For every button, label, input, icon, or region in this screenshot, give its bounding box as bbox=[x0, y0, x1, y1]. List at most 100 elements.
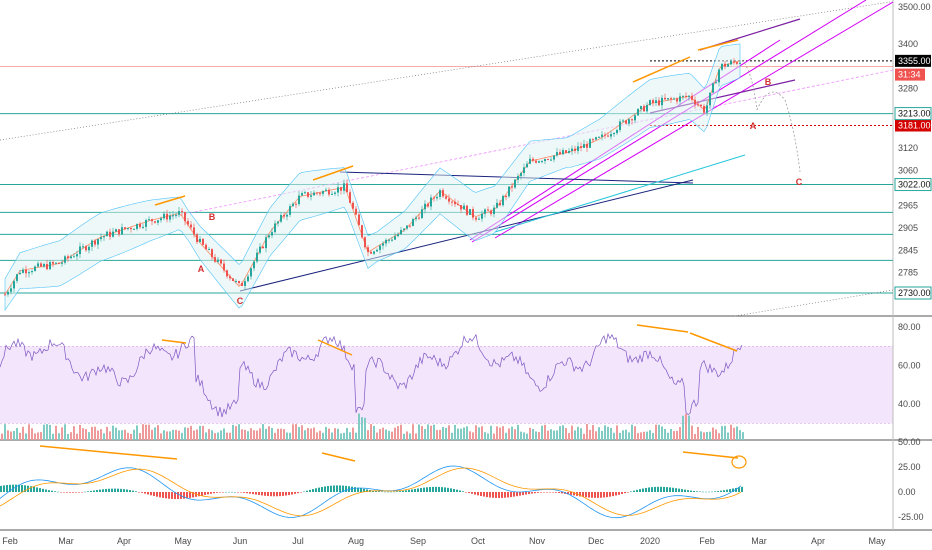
macd-histogram-bar bbox=[84, 491, 86, 493]
volume-bar bbox=[205, 432, 207, 440]
volume-bar bbox=[736, 426, 738, 440]
candle-body bbox=[253, 261, 255, 269]
volume-bar bbox=[505, 432, 507, 440]
volume-bar bbox=[4, 424, 6, 440]
macd-axis-label: 50.00 bbox=[898, 437, 921, 447]
candle-body bbox=[334, 192, 336, 194]
volume-bar bbox=[16, 427, 18, 440]
candle-body bbox=[58, 262, 60, 264]
macd-histogram-bar bbox=[333, 485, 335, 492]
macd-histogram-bar bbox=[306, 490, 308, 492]
volume-bar bbox=[127, 432, 129, 440]
rsi-divergence-line bbox=[317, 339, 353, 356]
macd-histogram-bar bbox=[438, 486, 440, 492]
volume-bar bbox=[274, 432, 276, 440]
macd-histogram-bar bbox=[189, 492, 191, 498]
candle-body bbox=[460, 205, 462, 210]
candle-body bbox=[658, 100, 660, 106]
macd-histogram-bar bbox=[579, 492, 581, 497]
volume-bar bbox=[265, 428, 267, 440]
volume-bar bbox=[496, 426, 498, 440]
candle-body bbox=[463, 205, 465, 210]
candle-body bbox=[190, 224, 192, 228]
macd-histogram-bar bbox=[549, 492, 551, 493]
candle-body bbox=[580, 146, 582, 148]
candle-body bbox=[121, 227, 123, 235]
macd-histogram-bar bbox=[456, 489, 458, 492]
macd-histogram-bar bbox=[588, 492, 590, 498]
volume-bar bbox=[154, 427, 156, 440]
macd-histogram-bar bbox=[462, 491, 464, 492]
volume-bar bbox=[562, 425, 564, 440]
candle-body bbox=[376, 249, 378, 252]
macd-histogram-bar bbox=[648, 487, 650, 492]
volume-bar bbox=[544, 424, 546, 440]
volume-bar bbox=[634, 426, 636, 440]
price-tag-box bbox=[895, 119, 931, 132]
volume-bar bbox=[334, 428, 336, 440]
macd-histogram-bar bbox=[204, 492, 206, 495]
candle-body bbox=[22, 269, 24, 273]
volume-bar bbox=[595, 431, 597, 440]
macd-histogram-bar bbox=[330, 485, 332, 492]
candle-body bbox=[34, 266, 36, 272]
macd-histogram-bar bbox=[96, 490, 98, 492]
volume-bar bbox=[601, 430, 603, 440]
volume-bar bbox=[508, 428, 510, 440]
macd-histogram-bar bbox=[228, 491, 230, 493]
volume-bar bbox=[325, 426, 327, 440]
candle-body bbox=[295, 203, 297, 205]
candle-body bbox=[541, 161, 543, 163]
volume-bar bbox=[76, 433, 78, 440]
price-tag-label: 3022.00 bbox=[898, 180, 931, 190]
volume-bar bbox=[637, 433, 639, 440]
volume-bar bbox=[718, 433, 720, 440]
macd-histogram-bar bbox=[387, 491, 389, 493]
price-tag-box bbox=[894, 286, 932, 300]
volume-bar bbox=[214, 433, 216, 440]
volume-bar bbox=[364, 417, 366, 440]
macd-histogram-bar bbox=[0, 485, 2, 492]
candle-body bbox=[214, 257, 216, 262]
volume-bar bbox=[262, 424, 264, 440]
macd-histogram-bar bbox=[405, 490, 407, 492]
candle-body bbox=[133, 228, 135, 230]
volume-bar bbox=[235, 426, 237, 440]
triangle-lower-line bbox=[239, 179, 694, 292]
volume-bar bbox=[673, 431, 675, 440]
macd-histogram-bar bbox=[261, 492, 263, 496]
volume-bar bbox=[529, 427, 531, 440]
volume-bar bbox=[217, 432, 219, 440]
candle-body bbox=[130, 228, 132, 230]
candle-body bbox=[424, 203, 426, 210]
volume-bar bbox=[676, 430, 678, 440]
macd-histogram-bar bbox=[480, 492, 482, 496]
candle-body bbox=[502, 195, 504, 206]
volume-bar bbox=[244, 429, 246, 440]
macd-histogram-bar bbox=[714, 491, 716, 492]
macd-histogram-bar bbox=[717, 491, 719, 492]
macd-histogram-bar bbox=[279, 492, 281, 497]
macd-histogram-bar bbox=[120, 488, 122, 492]
macd-histogram-bar bbox=[510, 492, 512, 498]
volume-bar bbox=[40, 432, 42, 440]
volume-bar bbox=[400, 424, 402, 440]
candle-body bbox=[310, 195, 312, 197]
candle-body bbox=[532, 158, 534, 161]
candle-body bbox=[37, 263, 39, 267]
volume-bar bbox=[658, 424, 660, 440]
candle-body bbox=[517, 176, 519, 180]
macd-histogram-bar bbox=[108, 488, 110, 492]
price-axis-label: 2785 bbox=[898, 268, 918, 278]
volume-bar bbox=[328, 428, 330, 440]
macd-histogram-bar bbox=[30, 486, 32, 492]
candle-body bbox=[343, 183, 345, 191]
candle-body bbox=[700, 104, 702, 107]
candle-body bbox=[409, 225, 411, 227]
macd-histogram-bar bbox=[477, 492, 479, 496]
volume-bar bbox=[100, 429, 102, 440]
volume-bar bbox=[727, 432, 729, 440]
candle-body bbox=[106, 231, 108, 237]
candle-body bbox=[247, 276, 249, 282]
